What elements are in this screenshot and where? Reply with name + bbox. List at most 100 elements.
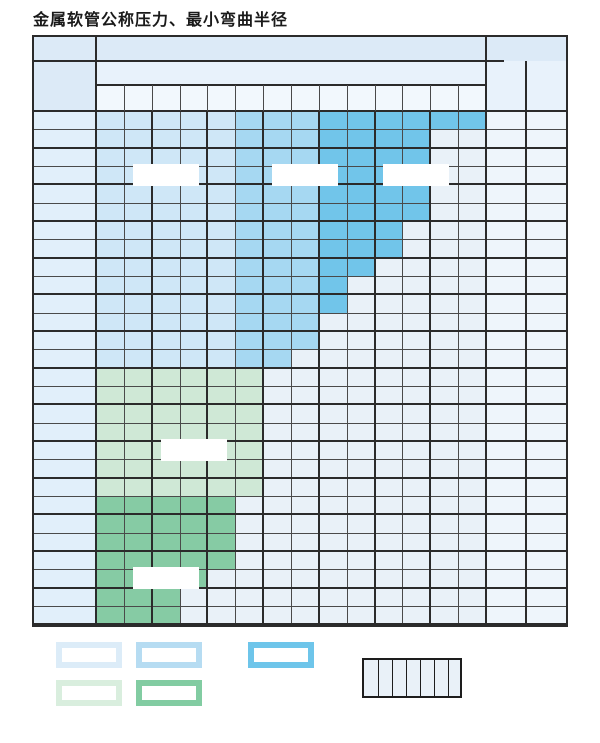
grid-cell bbox=[458, 569, 486, 588]
grid-cell bbox=[151, 550, 180, 570]
grid-cell bbox=[430, 257, 459, 276]
grid-cell bbox=[318, 532, 347, 551]
grid-cell bbox=[235, 184, 264, 203]
dynamic-radius-value bbox=[526, 605, 566, 625]
dn-header bbox=[34, 37, 96, 111]
grid-cell bbox=[207, 220, 236, 240]
grid-cell bbox=[346, 385, 375, 405]
grid-cell bbox=[318, 605, 347, 625]
grid-cell bbox=[291, 220, 319, 240]
grid-cell bbox=[263, 349, 291, 368]
dynamic-radius-value bbox=[526, 111, 566, 130]
grid-hline-major bbox=[34, 476, 566, 479]
pressure-header bbox=[96, 61, 486, 85]
grid-cell bbox=[402, 129, 431, 148]
grid-cell bbox=[458, 385, 486, 405]
grid-cell bbox=[263, 550, 291, 570]
grid-cell bbox=[458, 587, 486, 606]
grid-cell bbox=[291, 532, 319, 551]
grid-cell bbox=[179, 257, 208, 276]
grid-hline-major bbox=[34, 513, 566, 516]
grid-cell bbox=[402, 569, 431, 588]
dynamic-radius-value bbox=[526, 312, 566, 331]
legend-swatch-label bbox=[62, 648, 116, 662]
grid-cell bbox=[96, 111, 124, 130]
static-radius-value bbox=[486, 587, 526, 606]
grid-hline-major bbox=[34, 439, 566, 442]
grid-cell bbox=[235, 257, 264, 276]
grid-cell bbox=[235, 532, 264, 551]
grid-cell bbox=[458, 294, 486, 313]
grid-cell bbox=[374, 495, 403, 515]
grid-cell bbox=[318, 202, 347, 221]
grid-cell bbox=[318, 330, 347, 350]
grid-cell bbox=[96, 514, 124, 533]
grid-cell bbox=[291, 422, 319, 441]
grid-cell bbox=[123, 239, 152, 258]
grid-cell bbox=[458, 459, 486, 478]
grid-cell bbox=[430, 111, 459, 130]
dn-value bbox=[34, 184, 96, 203]
pressure-col-2.0 bbox=[179, 85, 208, 111]
grid-hline bbox=[34, 275, 566, 277]
grid-cell bbox=[402, 605, 431, 625]
grid-cell bbox=[123, 550, 152, 570]
grid-cell bbox=[402, 202, 431, 221]
grid-cell bbox=[374, 422, 403, 441]
grid-cell bbox=[346, 147, 375, 166]
grid-cell bbox=[263, 514, 291, 533]
header-vline bbox=[458, 85, 460, 111]
grid-cell bbox=[263, 312, 291, 331]
grid-cell bbox=[123, 385, 152, 405]
grid-hline-major bbox=[34, 403, 566, 406]
bend-cycles-header bbox=[96, 37, 486, 61]
grid-cell bbox=[374, 239, 403, 258]
grid-cell bbox=[374, 111, 403, 130]
dn-value bbox=[34, 147, 96, 166]
grid-cell bbox=[96, 147, 124, 166]
grid-cell bbox=[318, 385, 347, 405]
callout-8000 bbox=[383, 164, 450, 187]
grid-cell bbox=[458, 514, 486, 533]
grid-cell bbox=[291, 477, 319, 496]
grid-cell bbox=[179, 367, 208, 386]
grid-cell bbox=[402, 422, 431, 441]
dn-value bbox=[34, 404, 96, 423]
dynamic-radius-value bbox=[526, 239, 566, 258]
grid-cell bbox=[207, 477, 236, 496]
grid-cell bbox=[346, 257, 375, 276]
grid-cell bbox=[235, 239, 264, 258]
grid-cell bbox=[123, 275, 152, 295]
callout-4000 bbox=[160, 439, 227, 462]
grid-cell bbox=[458, 330, 486, 350]
grid-cell bbox=[318, 440, 347, 460]
grid-cell bbox=[123, 422, 152, 441]
grid-cell bbox=[458, 147, 486, 166]
dynamic-radius-value bbox=[526, 514, 566, 533]
grid-cell bbox=[151, 459, 180, 478]
grid-cell bbox=[123, 129, 152, 148]
grid-cell bbox=[402, 312, 431, 331]
pressure-col-0.6 bbox=[96, 85, 124, 111]
header-vline bbox=[151, 85, 153, 111]
grid-cell bbox=[346, 220, 375, 240]
grid-cell bbox=[179, 532, 208, 551]
dn-value bbox=[34, 605, 96, 625]
static-radius-value bbox=[486, 202, 526, 221]
static-radius-value bbox=[486, 165, 526, 185]
grid-cell bbox=[207, 550, 236, 570]
grid-hline bbox=[34, 385, 566, 387]
grid-cell bbox=[430, 202, 459, 221]
grid-cell bbox=[346, 569, 375, 588]
grid-cell bbox=[123, 367, 152, 386]
grid-cell bbox=[123, 495, 152, 515]
grid-cell bbox=[151, 129, 180, 148]
dn-value bbox=[34, 385, 96, 405]
pressure-col-5.0 bbox=[263, 85, 291, 111]
grid-cell bbox=[291, 184, 319, 203]
grid-cell bbox=[207, 349, 236, 368]
grid-cell bbox=[346, 202, 375, 221]
grid-cell bbox=[96, 275, 124, 295]
legend-swatch-50000 bbox=[56, 642, 122, 668]
grid-cell bbox=[123, 440, 152, 460]
